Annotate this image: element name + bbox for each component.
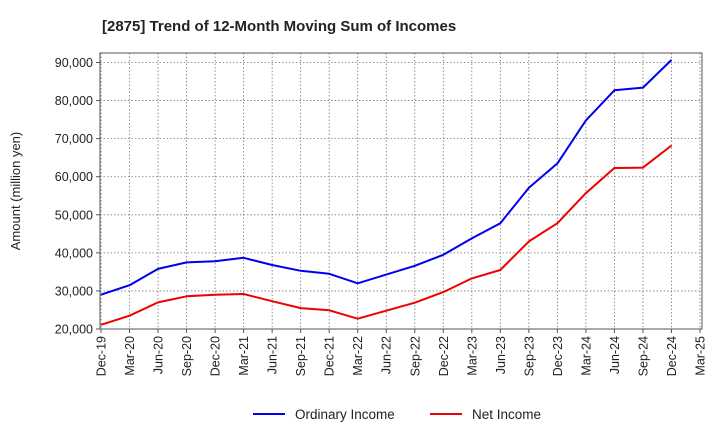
x-tick-label: Dec-21 xyxy=(323,336,337,376)
x-tick-label: Mar-25 xyxy=(694,336,708,376)
legend: Ordinary Income Net Income xyxy=(253,407,541,422)
x-tick-label: Jun-24 xyxy=(608,336,622,374)
y-axis-label: Amount (million yen) xyxy=(8,132,23,251)
x-tick-label: Mar-20 xyxy=(123,336,137,376)
plot-frame xyxy=(99,52,703,330)
y-tick-label: 60,000 xyxy=(55,170,93,184)
legend-label-ordinary-income: Ordinary Income xyxy=(295,407,395,422)
x-tick-label: Jun-23 xyxy=(494,336,508,374)
x-tick-label: Mar-22 xyxy=(351,336,365,376)
y-tick-label: 80,000 xyxy=(55,94,93,108)
x-tick-label: Mar-24 xyxy=(579,336,593,376)
y-axis-ticks: 20,000 30,000 40,000 50,000 60,000 70,000 80,0… xyxy=(55,56,100,337)
series-line-net-income xyxy=(100,144,673,326)
y-tick-label: 90,000 xyxy=(55,56,93,70)
x-tick-label: Sep-22 xyxy=(408,336,422,376)
x-axis-ticks: Dec-19 Mar-20 Jun-20 Sep-20 Dec-20 Mar-21 Jun-… xyxy=(95,329,708,376)
y-tick-label: 70,000 xyxy=(55,132,93,146)
x-tick-label: Dec-23 xyxy=(551,336,565,376)
series-line-ordinary-income xyxy=(100,59,673,296)
x-tick-label: Mar-23 xyxy=(465,336,479,376)
x-tick-label: Jun-21 xyxy=(266,336,280,374)
x-tick-label: Jun-22 xyxy=(380,336,394,374)
x-tick-label: Dec-24 xyxy=(665,336,679,376)
x-tick-label: Jun-20 xyxy=(152,336,166,374)
x-tick-label: Dec-22 xyxy=(437,336,451,376)
grid-layer xyxy=(100,53,702,330)
x-tick-label: Sep-23 xyxy=(522,336,536,376)
x-tick-label: Dec-19 xyxy=(95,336,109,376)
x-tick-label: Sep-24 xyxy=(636,336,650,376)
x-tick-label: Mar-21 xyxy=(237,336,251,376)
y-tick-label: 50,000 xyxy=(55,208,93,222)
chart-title: [2875] Trend of 12-Month Moving Sum of I… xyxy=(102,18,456,35)
y-tick-label: 20,000 xyxy=(55,323,93,337)
legend-label-net-income: Net Income xyxy=(472,407,541,422)
y-tick-label: 40,000 xyxy=(55,246,93,260)
x-tick-label: Dec-20 xyxy=(209,336,223,376)
x-tick-label: Sep-21 xyxy=(294,336,308,376)
x-tick-label: Sep-20 xyxy=(180,336,194,376)
y-tick-label: 30,000 xyxy=(55,284,93,298)
series-layer xyxy=(100,59,673,326)
